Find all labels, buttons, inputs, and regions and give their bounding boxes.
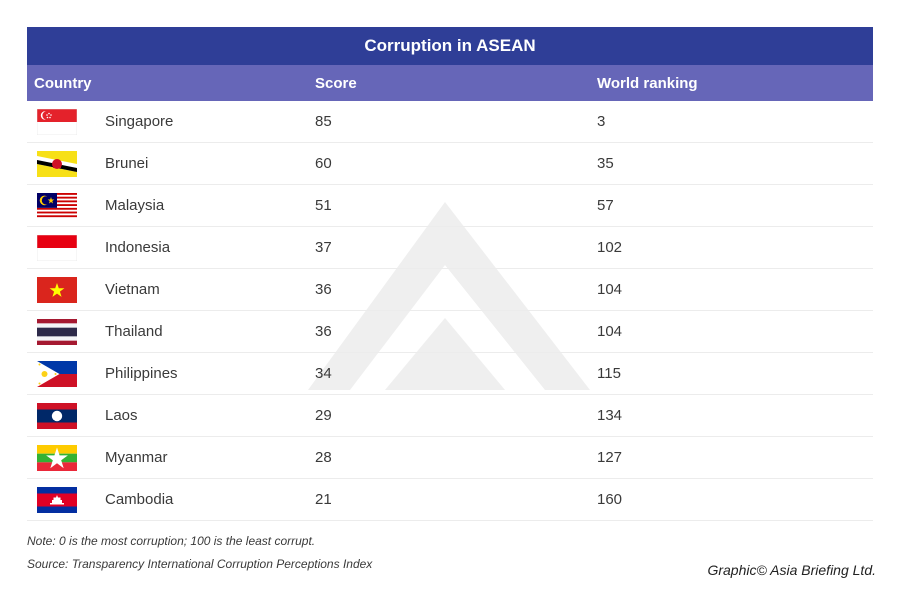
score-cell: 21 — [315, 491, 332, 508]
table-row: Thailand 36 104 — [27, 311, 873, 353]
table-row: Malaysia 51 57 — [27, 185, 873, 227]
ranking-cell: 104 — [597, 281, 623, 298]
ranking-cell: 127 — [597, 449, 623, 466]
table-header: Country Score World ranking — [27, 65, 873, 101]
ranking-cell: 115 — [597, 365, 621, 382]
table-row: Indonesia 37 102 — [27, 227, 873, 269]
philippines-flag — [37, 360, 77, 387]
country-cell: Myanmar — [27, 444, 308, 471]
vietnam-flag — [37, 276, 77, 303]
indonesia-flag — [37, 234, 77, 261]
ranking-cell: 104 — [597, 323, 623, 340]
country-cell: Malaysia — [27, 192, 308, 219]
score-cell: 28 — [315, 449, 332, 466]
country-cell: Brunei — [27, 150, 308, 177]
brunei-flag — [37, 150, 77, 177]
table-row: Singapore 85 3 — [27, 101, 873, 143]
table-body: Singapore 85 3 Brunei 60 35 Malaysia 51 57 Indone… — [27, 101, 873, 521]
country-name: Brunei — [105, 155, 149, 172]
score-cell: 34 — [315, 365, 332, 382]
ranking-cell: 35 — [597, 155, 614, 172]
country-cell: Laos — [27, 402, 308, 429]
country-cell: Vietnam — [27, 276, 308, 303]
table-row: Myanmar 28 127 — [27, 437, 873, 479]
ranking-cell: 3 — [597, 113, 606, 130]
country-cell: Singapore — [27, 108, 308, 135]
singapore-flag — [37, 108, 77, 135]
table-row: Brunei 60 35 — [27, 143, 873, 185]
ranking-cell: 102 — [597, 239, 623, 256]
table-row: Cambodia 21 160 — [27, 479, 873, 521]
country-name: Singapore — [105, 113, 174, 130]
cambodia-flag — [37, 486, 77, 513]
country-name: Myanmar — [105, 449, 168, 466]
score-cell: 85 — [315, 113, 332, 130]
score-cell: 36 — [315, 323, 332, 340]
malaysia-flag — [37, 192, 77, 219]
header-country: Country — [34, 74, 92, 92]
source-text: Source: Transparency International Corru… — [27, 557, 373, 571]
country-name: Laos — [105, 407, 138, 424]
ranking-cell: 57 — [597, 197, 614, 214]
table-title: Corruption in ASEAN — [27, 27, 873, 65]
country-name: Vietnam — [105, 281, 160, 298]
country-name: Philippines — [105, 365, 178, 382]
country-name: Malaysia — [105, 197, 165, 214]
country-name: Thailand — [105, 323, 163, 340]
thailand-flag — [37, 318, 77, 345]
score-cell: 29 — [315, 407, 332, 424]
score-cell: 36 — [315, 281, 332, 298]
ranking-cell: 134 — [597, 407, 623, 424]
country-cell: Indonesia — [27, 234, 308, 261]
table-row: Laos 29 134 — [27, 395, 873, 437]
score-cell: 37 — [315, 239, 332, 256]
header-score: Score — [315, 74, 357, 92]
country-cell: Cambodia — [27, 486, 308, 513]
ranking-cell: 160 — [597, 491, 623, 508]
note-text: Note: 0 is the most corruption; 100 is t… — [27, 534, 316, 548]
myanmar-flag — [37, 444, 77, 471]
country-cell: Thailand — [27, 318, 308, 345]
country-name: Indonesia — [105, 239, 171, 256]
country-cell: Philippines — [27, 360, 308, 387]
table-row: Vietnam 36 104 — [27, 269, 873, 311]
corruption-table: Corruption in ASEAN Country Score World … — [27, 27, 873, 521]
score-cell: 60 — [315, 155, 332, 172]
laos-flag — [37, 402, 77, 429]
table-row: Philippines 34 115 — [27, 353, 873, 395]
score-cell: 51 — [315, 197, 332, 214]
header-ranking: World ranking — [597, 74, 698, 92]
country-name: Cambodia — [105, 491, 174, 508]
credit-text: Graphic© Asia Briefing Ltd. — [707, 562, 876, 578]
